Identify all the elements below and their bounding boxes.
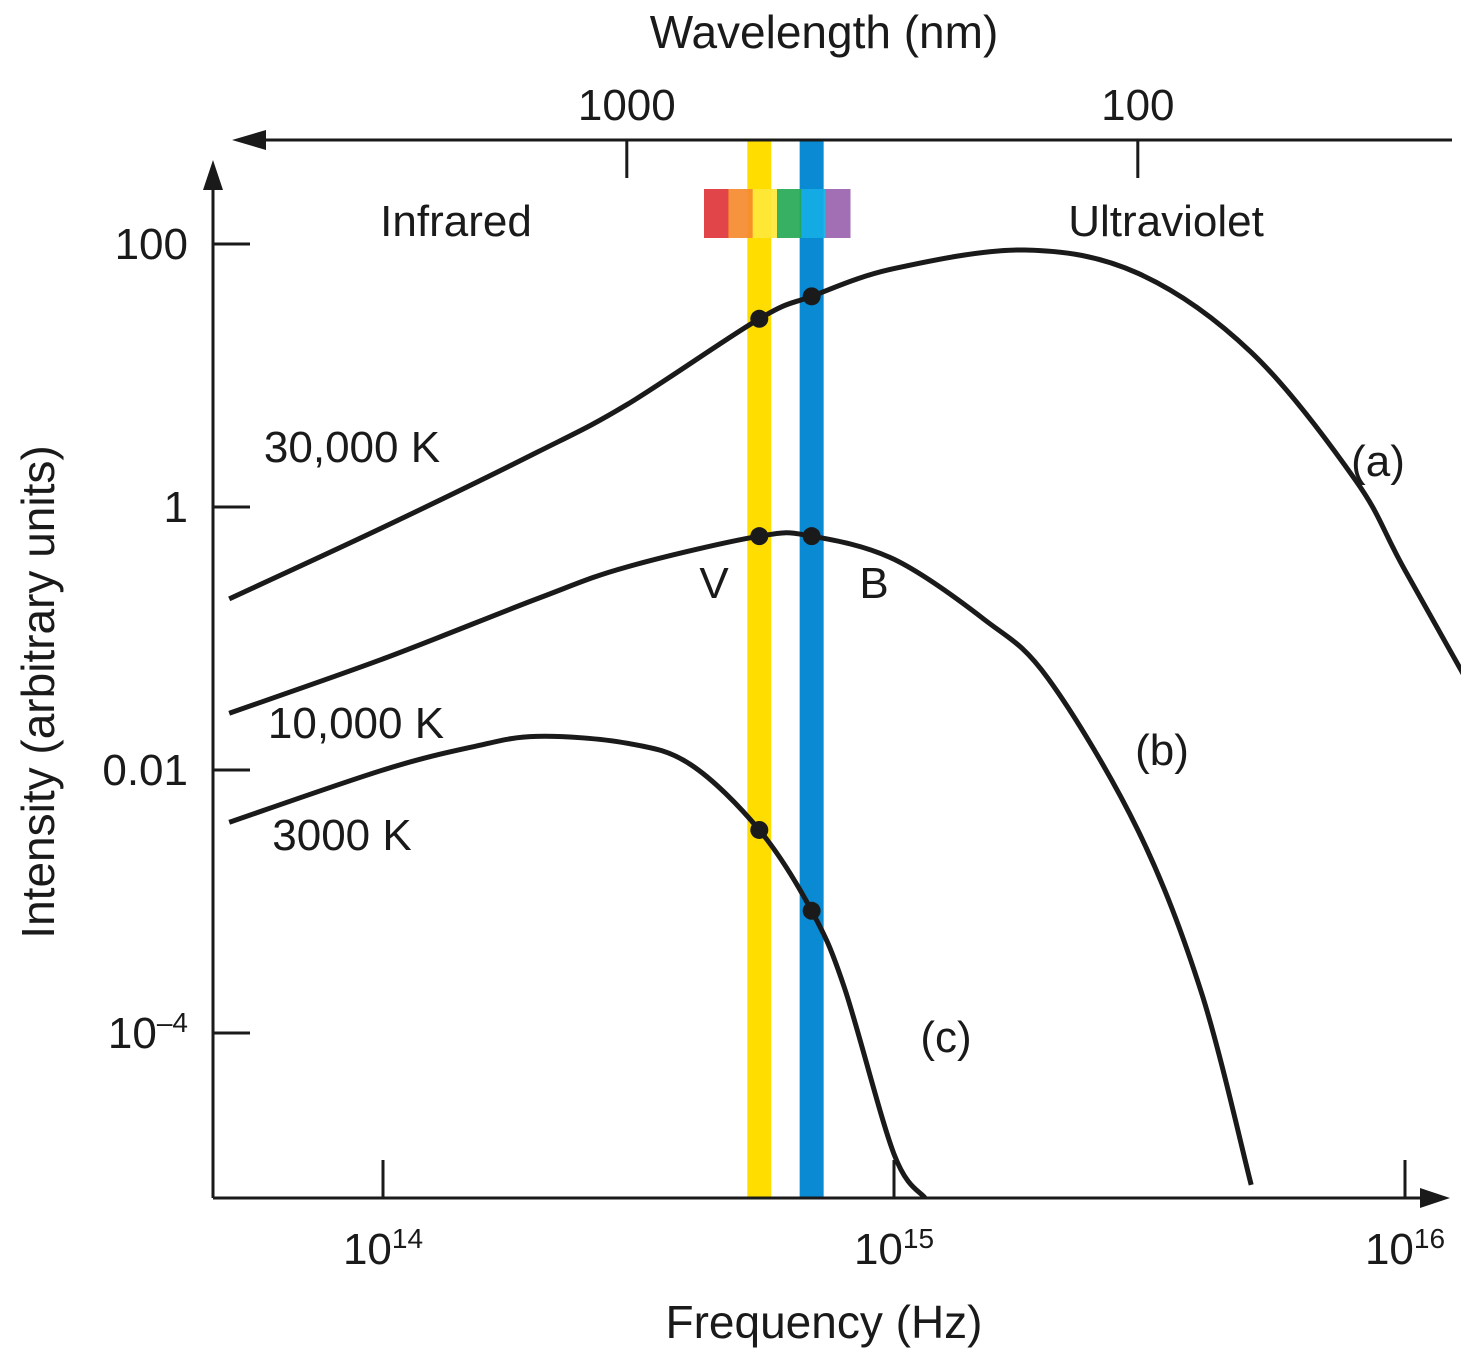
top-tick-label: 100 <box>1101 81 1174 130</box>
y-tick-label: 1 <box>164 483 188 532</box>
series-letter-b: (b) <box>1135 726 1189 775</box>
y-tick-label: 0.01 <box>102 746 188 795</box>
visible-spectrum-strip <box>704 189 851 238</box>
infrared-label: Infrared <box>380 197 532 246</box>
top-axis-arrow <box>232 130 266 150</box>
filter-band-b <box>799 140 824 1198</box>
series-letter-c: (c) <box>920 1013 971 1062</box>
curves <box>228 247 1461 1200</box>
ticks: 1014 1015 1016 100 1 0.01 10–4 1000 100 <box>102 81 1445 1274</box>
series-curve-2 <box>228 733 928 1200</box>
series-curve-0 <box>228 247 1461 676</box>
filter-label-b: B <box>859 559 888 608</box>
y-axis-title: Intensity (arbitrary units) <box>12 445 64 938</box>
data-point-marker <box>802 287 821 306</box>
x-axis-arrow <box>1420 1188 1450 1208</box>
top-axis-title: Wavelength (nm) <box>650 6 999 58</box>
x-tick-label: 1014 <box>343 1223 423 1274</box>
top-tick-label: 1000 <box>578 81 676 130</box>
markers <box>750 287 821 920</box>
x-tick-label: 1015 <box>854 1223 934 1274</box>
series-label-3000k: 3000 K <box>272 811 411 860</box>
spectrum-swatch-3 <box>777 189 802 238</box>
filter-band-v <box>747 140 772 1198</box>
y-axis-arrow <box>203 160 223 190</box>
data-point-marker <box>750 820 769 839</box>
x-tick-label: 1016 <box>1365 1223 1445 1274</box>
x-axis-title: Frequency (Hz) <box>666 1296 983 1348</box>
y-tick-label: 100 <box>115 220 188 269</box>
spectrum-swatch-0 <box>704 189 729 238</box>
spectrum-swatch-5 <box>825 189 851 238</box>
filter-label-v: V <box>699 559 729 608</box>
data-point-marker <box>802 901 821 920</box>
data-point-marker <box>802 527 821 546</box>
series-label-30000k: 30,000 K <box>264 423 440 472</box>
data-point-marker <box>750 527 769 546</box>
series-label-10000k: 10,000 K <box>268 699 444 748</box>
spectrum-swatch-2 <box>752 189 778 238</box>
spectrum-swatch-4 <box>801 189 827 238</box>
ultraviolet-label: Ultraviolet <box>1068 197 1264 246</box>
series-curve-1 <box>228 530 1254 1186</box>
data-point-marker <box>750 309 769 328</box>
series-letter-a: (a) <box>1351 437 1405 486</box>
spectrum-swatch-1 <box>728 189 754 238</box>
y-tick-label: 10–4 <box>108 1007 188 1058</box>
